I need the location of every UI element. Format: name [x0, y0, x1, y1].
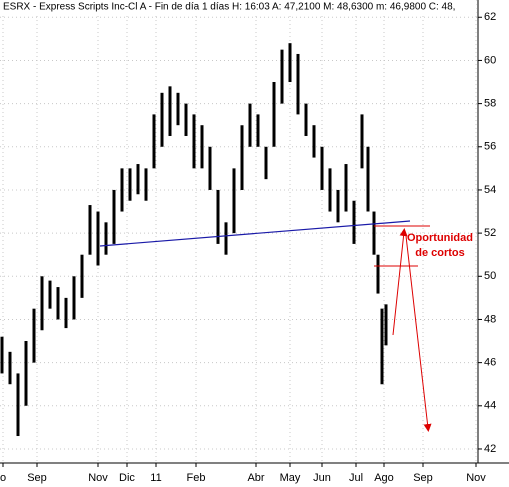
neckline: [99, 220, 411, 247]
y-tick-label: 44: [484, 400, 496, 412]
x-tick-label: Jun: [313, 472, 331, 484]
x-tick-label: Dic: [119, 472, 135, 484]
chart-title: ESRX - Express Scripts Inc-Cl A - Fin de…: [3, 2, 455, 13]
x-tick-label: Sep: [413, 472, 433, 484]
annotation: Oportunidad: [407, 232, 473, 244]
arrow-down: [405, 235, 432, 432]
annotation: de cortos: [415, 247, 465, 259]
price-bars: [0, 43, 388, 437]
x-tick-label: o: [0, 472, 6, 484]
y-tick-label: 56: [484, 141, 496, 153]
y-tick-label: 62: [484, 11, 496, 23]
x-tick-label: Jul: [349, 472, 363, 484]
y-tick-label: 58: [484, 98, 496, 110]
title-bg: [0, 0, 476, 14]
y-tick-label: 50: [484, 270, 496, 282]
y-tick-label: 46: [484, 357, 496, 369]
y-tick-label: 48: [484, 313, 496, 325]
x-tick-label: 11: [150, 472, 161, 484]
x-tick-label: May: [280, 472, 301, 484]
x-tick-label: Nov: [466, 472, 486, 484]
x-tick-label: Ago: [374, 472, 394, 484]
x-tick-label: Abr: [247, 472, 264, 484]
y-tick-label: 52: [484, 227, 496, 239]
x-tick-label: Sep: [27, 472, 47, 484]
ticks: 42 44 46 48 50 52 54 56 58 60 62 o Sep Nov Dic 11 Feb Abr…: [0, 11, 496, 484]
arrow-up: [392, 228, 408, 336]
x-tick-label: Feb: [187, 472, 206, 484]
x-tick-label: Nov: [88, 472, 108, 484]
y-tick-label: 60: [484, 54, 496, 66]
y-tick-label: 54: [484, 184, 496, 196]
y-tick-label: 42: [484, 443, 496, 455]
